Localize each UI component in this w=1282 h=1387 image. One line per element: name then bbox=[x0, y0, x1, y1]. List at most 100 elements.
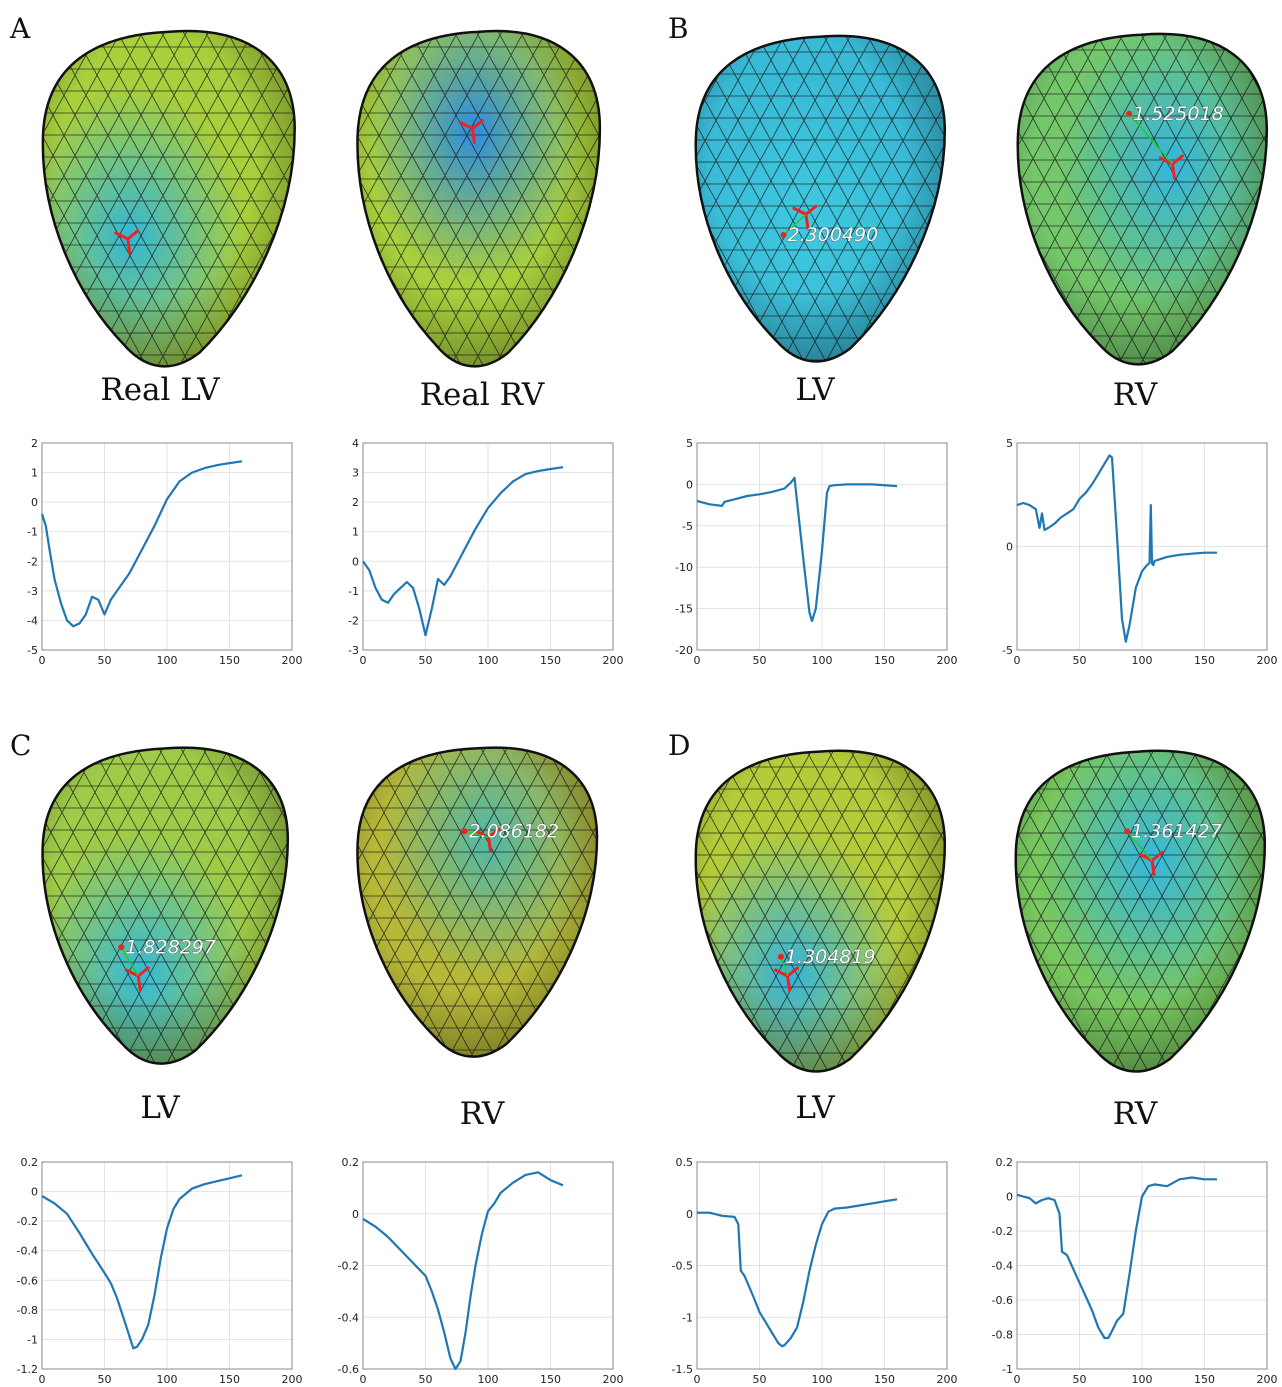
x-tick-label: 100 bbox=[812, 1373, 833, 1386]
caption-b-right: RV bbox=[1113, 377, 1158, 413]
y-tick-label: -1 bbox=[1002, 1363, 1013, 1376]
caption-c-left: LV bbox=[140, 1090, 180, 1126]
x-tick-label: 100 bbox=[1132, 1373, 1153, 1386]
chart-d-lv: 0 50 100 150 200 0.5 0 -0.5 -1 -1.5 bbox=[672, 1156, 958, 1386]
distance-label-d-rv: 1.361427 bbox=[1131, 820, 1222, 842]
caption-b-left: LV bbox=[795, 372, 835, 408]
distance-label-b-lv: 2.300490 bbox=[788, 224, 879, 246]
y-tick-label: -0.4 bbox=[338, 1311, 359, 1324]
x-tick-label: 200 bbox=[1257, 1373, 1278, 1386]
panel-letter-c: C bbox=[10, 729, 31, 762]
x-tick-label: 0 bbox=[694, 1373, 701, 1386]
heart-meshes: 2.300490 1.525018 1.828297 2.086182 1.304819… bbox=[41, 29, 1269, 1073]
y-tick-label: 0 bbox=[352, 555, 359, 568]
chart-c-rv: 0 50 100 150 200 0.2 0 -0.2 -0.4 -0.6 bbox=[338, 1156, 624, 1386]
x-tick-label: 200 bbox=[603, 654, 624, 667]
y-tick-label: 5 bbox=[686, 437, 693, 450]
y-tick-label: 1 bbox=[31, 467, 38, 480]
panel-letter-b: B bbox=[668, 12, 689, 45]
caption-d-left: LV bbox=[795, 1090, 835, 1126]
panel-letter-d: D bbox=[668, 729, 690, 762]
series-line bbox=[1016, 1176, 1217, 1340]
y-tick-label: 2 bbox=[352, 496, 359, 509]
y-tick-label: -0.4 bbox=[17, 1245, 38, 1258]
x-tick-label: 150 bbox=[1194, 654, 1215, 667]
x-tick-label: 50 bbox=[419, 1373, 433, 1386]
heart-mesh-c-lv: 1.828297 bbox=[41, 746, 290, 1065]
heart-mesh-d-rv: 1.361427 bbox=[1014, 749, 1267, 1073]
x-tick-label: 200 bbox=[937, 1373, 958, 1386]
x-tick-label: 200 bbox=[937, 654, 958, 667]
x-tick-label: 0 bbox=[1014, 654, 1021, 667]
y-tick-label: -15 bbox=[675, 603, 693, 616]
series-line bbox=[362, 466, 564, 637]
x-tick-label: 150 bbox=[1194, 1373, 1215, 1386]
y-tick-label: -1.2 bbox=[17, 1363, 38, 1376]
y-tick-label: 0 bbox=[352, 1208, 359, 1221]
caption-a-right: Real RV bbox=[420, 377, 545, 413]
caption-d-right: RV bbox=[1113, 1096, 1158, 1132]
distance-label-c-lv: 1.828297 bbox=[125, 936, 216, 958]
y-tick-label: -1 bbox=[348, 585, 359, 598]
y-tick-label: -0.6 bbox=[338, 1363, 359, 1376]
y-tick-label: -5 bbox=[1002, 644, 1013, 657]
x-tick-label: 100 bbox=[812, 654, 833, 667]
heart-mesh-a-rv bbox=[356, 29, 602, 368]
y-tick-label: 0.2 bbox=[21, 1156, 39, 1169]
y-tick-label: -1 bbox=[27, 1333, 38, 1346]
heart-mesh-a-lv bbox=[41, 29, 296, 368]
distance-label-b-rv: 1.525018 bbox=[1133, 103, 1224, 125]
x-tick-label: 100 bbox=[478, 654, 499, 667]
heart-captions: Real LV Real RV LV RV LV RV LV RV bbox=[100, 372, 1158, 1132]
y-tick-label: 0 bbox=[686, 478, 693, 491]
x-tick-label: 50 bbox=[1073, 654, 1087, 667]
x-tick-label: 100 bbox=[1132, 654, 1153, 667]
y-tick-label: 0.5 bbox=[676, 1156, 694, 1169]
y-tick-label: -2 bbox=[348, 614, 359, 627]
x-tick-label: 50 bbox=[753, 654, 767, 667]
caption-a-left: Real LV bbox=[100, 372, 220, 408]
series-line bbox=[41, 1174, 243, 1350]
x-tick-label: 0 bbox=[39, 654, 46, 667]
y-tick-label: 5 bbox=[1006, 437, 1013, 450]
y-tick-label: 0.2 bbox=[342, 1156, 360, 1169]
y-tick-label: -2 bbox=[27, 555, 38, 568]
marker-icon bbox=[1158, 154, 1184, 180]
y-tick-label: 1 bbox=[352, 526, 359, 539]
x-tick-label: 0 bbox=[360, 1373, 367, 1386]
x-tick-label: 50 bbox=[98, 654, 112, 667]
heart-mesh-b-lv: 2.300490 bbox=[694, 34, 947, 363]
panel-letters: A B C D bbox=[9, 12, 690, 762]
x-tick-label: 0 bbox=[39, 1373, 46, 1386]
y-tick-label: -0.2 bbox=[992, 1225, 1013, 1238]
y-tick-label: -3 bbox=[348, 644, 359, 657]
marker-dot-icon bbox=[118, 944, 125, 951]
y-tick-label: -5 bbox=[682, 520, 693, 533]
y-tick-label: 3 bbox=[352, 467, 359, 480]
marker-dot-icon bbox=[1124, 828, 1131, 835]
x-tick-label: 200 bbox=[282, 1373, 303, 1386]
chart-c-lv: 0 50 100 150 200 0.2 0 -0.2 -0.4 -0.6 -0.8 -1 -1.2 bbox=[17, 1156, 303, 1386]
heart-mesh-b-rv: 1.525018 bbox=[1016, 32, 1269, 366]
x-tick-label: 150 bbox=[219, 654, 240, 667]
distance-label-c-rv: 2.086182 bbox=[468, 820, 559, 842]
marker-dot-icon bbox=[780, 232, 787, 239]
y-tick-label: -3 bbox=[27, 585, 38, 598]
y-tick-label: -0.2 bbox=[338, 1260, 359, 1273]
x-tick-label: 0 bbox=[360, 654, 367, 667]
panel-letter-a: A bbox=[9, 12, 31, 45]
y-tick-label: 0 bbox=[1006, 541, 1013, 554]
x-tick-label: 50 bbox=[98, 1373, 112, 1386]
x-tick-label: 100 bbox=[157, 1373, 178, 1386]
marker-icon bbox=[1138, 851, 1164, 876]
y-tick-label: 4 bbox=[352, 437, 359, 450]
y-tick-label: -0.4 bbox=[992, 1260, 1013, 1273]
y-tick-label: -0.8 bbox=[992, 1329, 1013, 1342]
x-tick-label: 200 bbox=[603, 1373, 624, 1386]
x-tick-label: 150 bbox=[540, 1373, 561, 1386]
y-tick-label: -1 bbox=[27, 526, 38, 539]
y-tick-label: -5 bbox=[27, 644, 38, 657]
chart-a-rv: 0 50 100 150 200 4 3 2 1 0 -1 -2 -3 bbox=[348, 437, 623, 667]
